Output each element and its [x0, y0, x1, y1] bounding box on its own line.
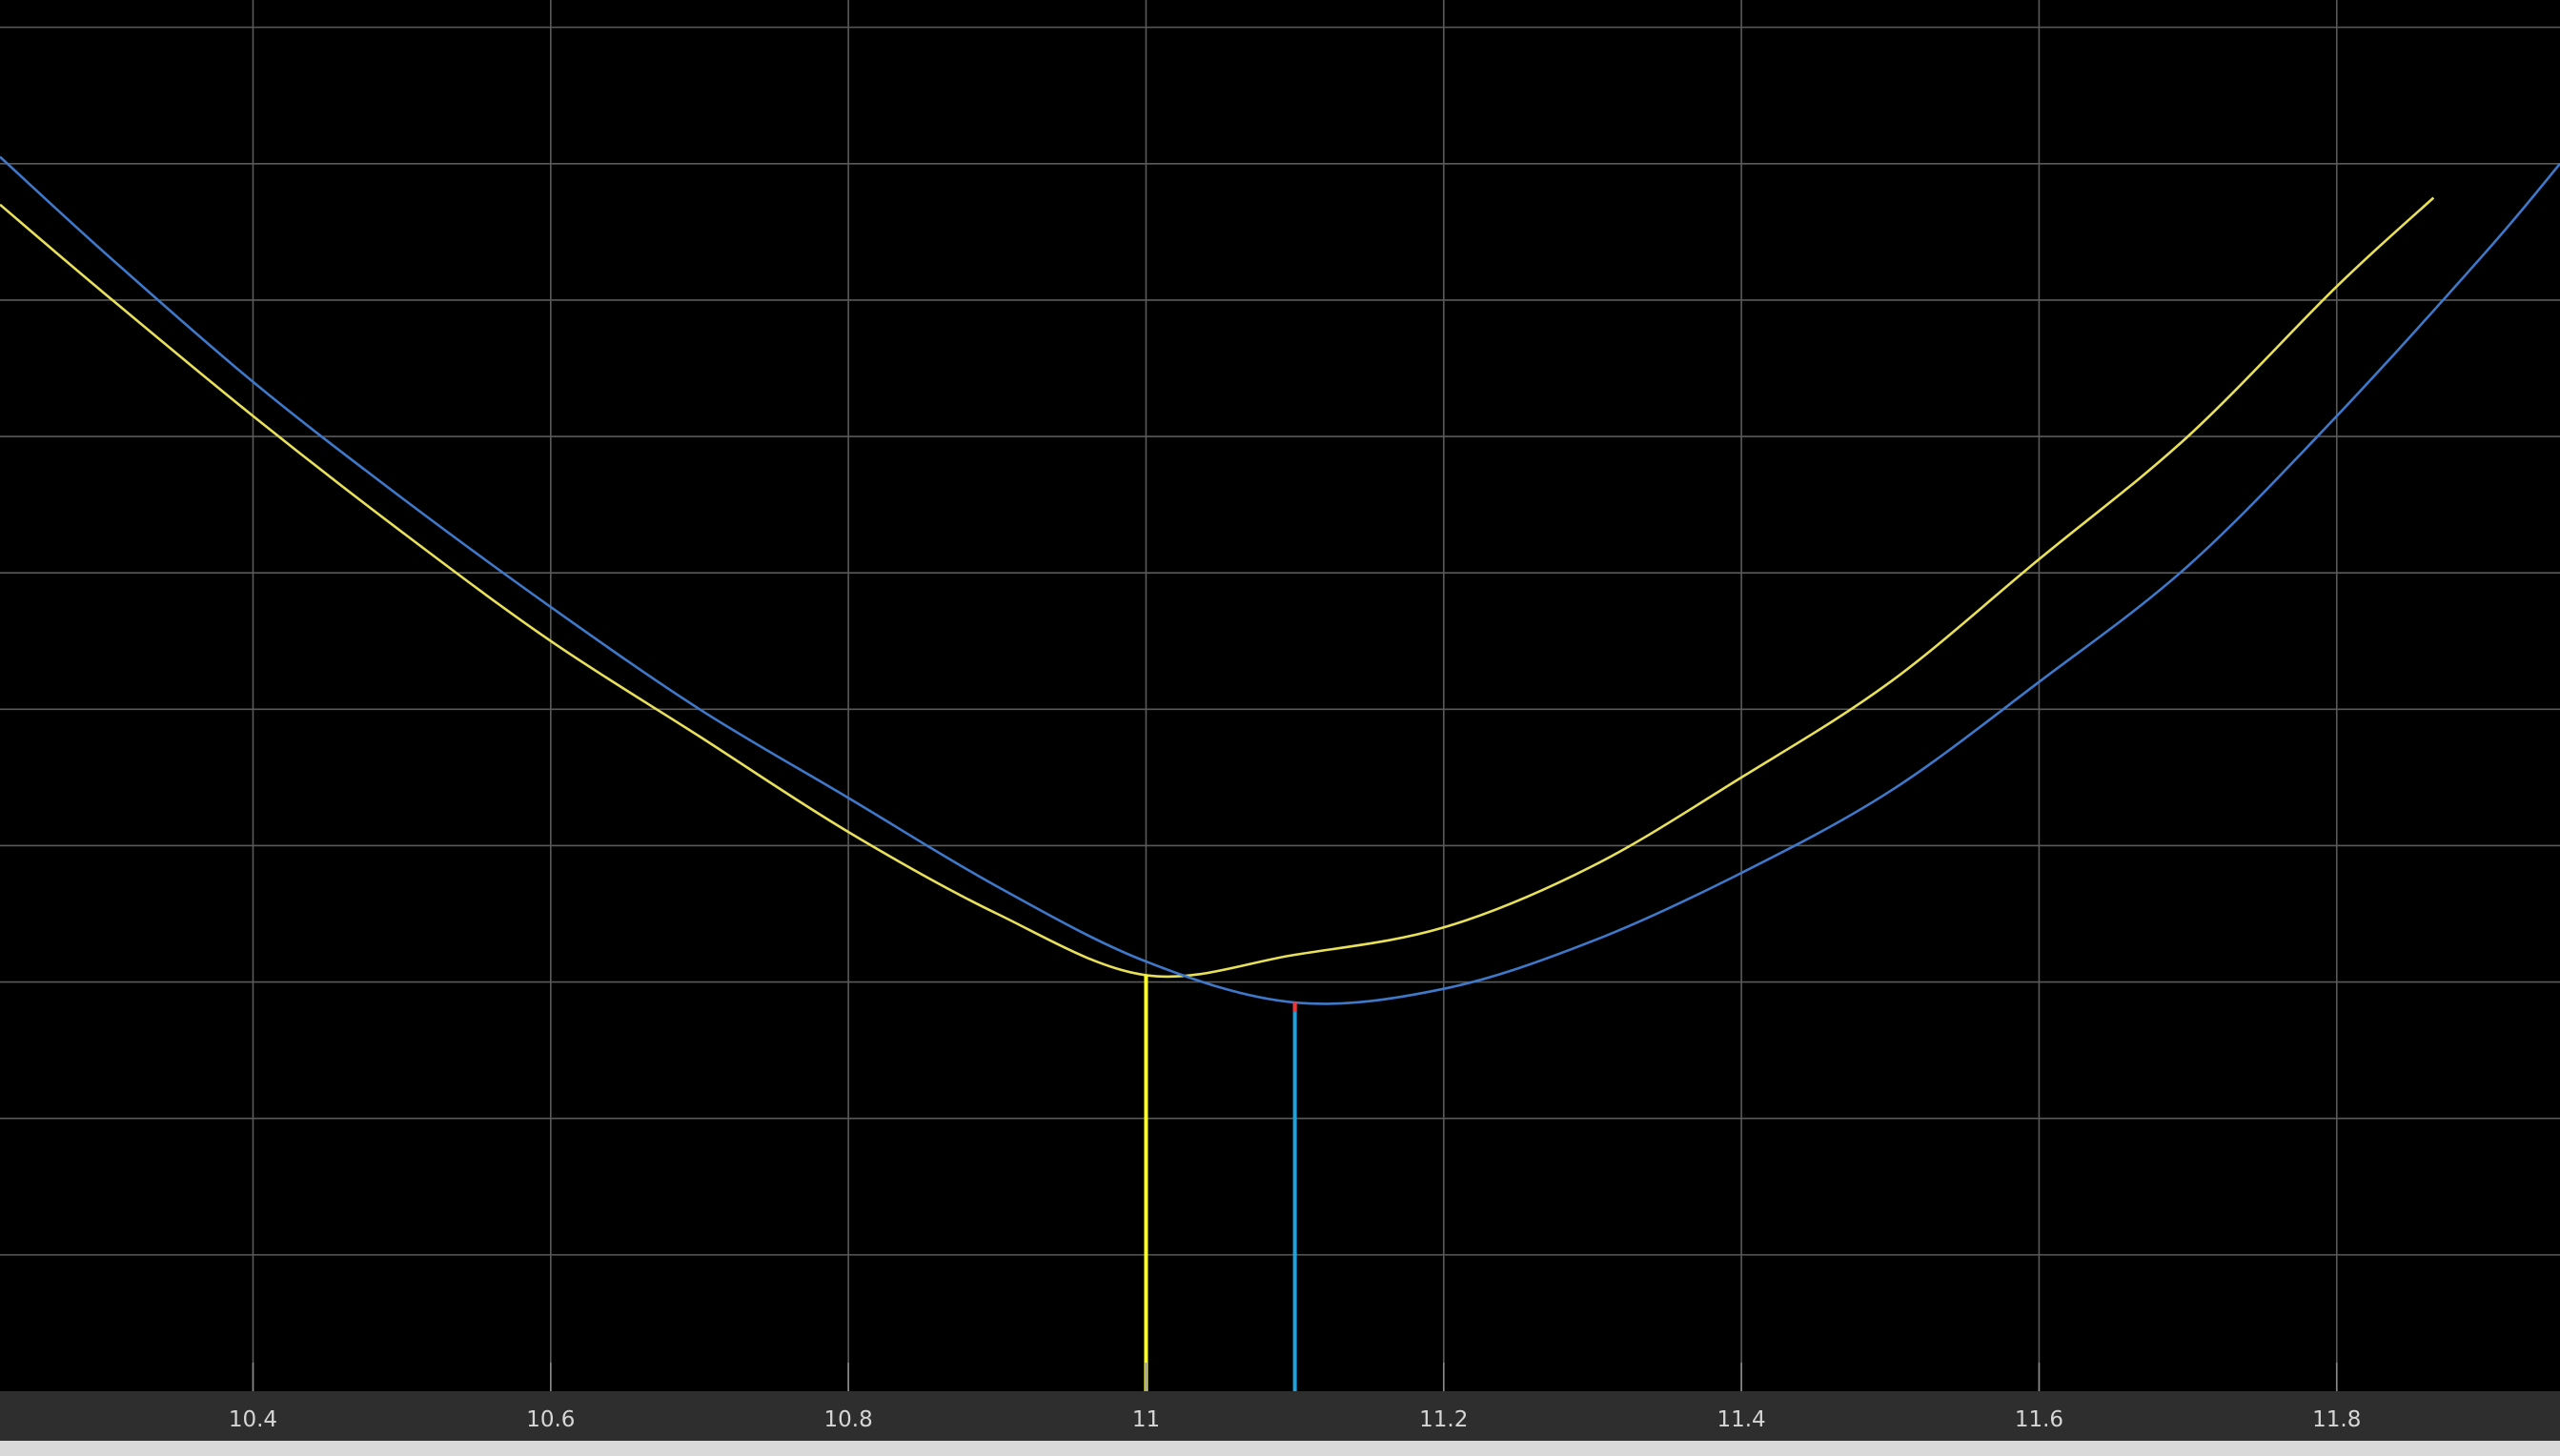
x-tick-label-7: 11.8	[2312, 1407, 2361, 1432]
vertex-markers	[1144, 975, 1297, 1391]
grid-lines	[0, 0, 2560, 1391]
x-tick-label-0: 10.4	[229, 1407, 277, 1432]
series-line-0	[0, 196, 2435, 979]
x-tick-label-1: 10.6	[526, 1407, 575, 1432]
x-axis-bar	[0, 1391, 2560, 1441]
x-tick-label-4: 11.2	[1419, 1407, 1468, 1432]
x-tick-label-6: 11.6	[2015, 1407, 2063, 1432]
x-tick-label-2: 10.8	[824, 1407, 873, 1432]
x-axis-ticks: 10.4 10.6 10.8 11 11.2 11.4 11.6 11.8	[229, 1363, 2361, 1432]
x-axis-bottom-strip	[0, 1441, 2560, 1456]
plot-background	[0, 0, 2560, 1391]
x-tick-label-5: 11.4	[1717, 1407, 1765, 1432]
x-tick-label-3: 11	[1132, 1407, 1160, 1432]
